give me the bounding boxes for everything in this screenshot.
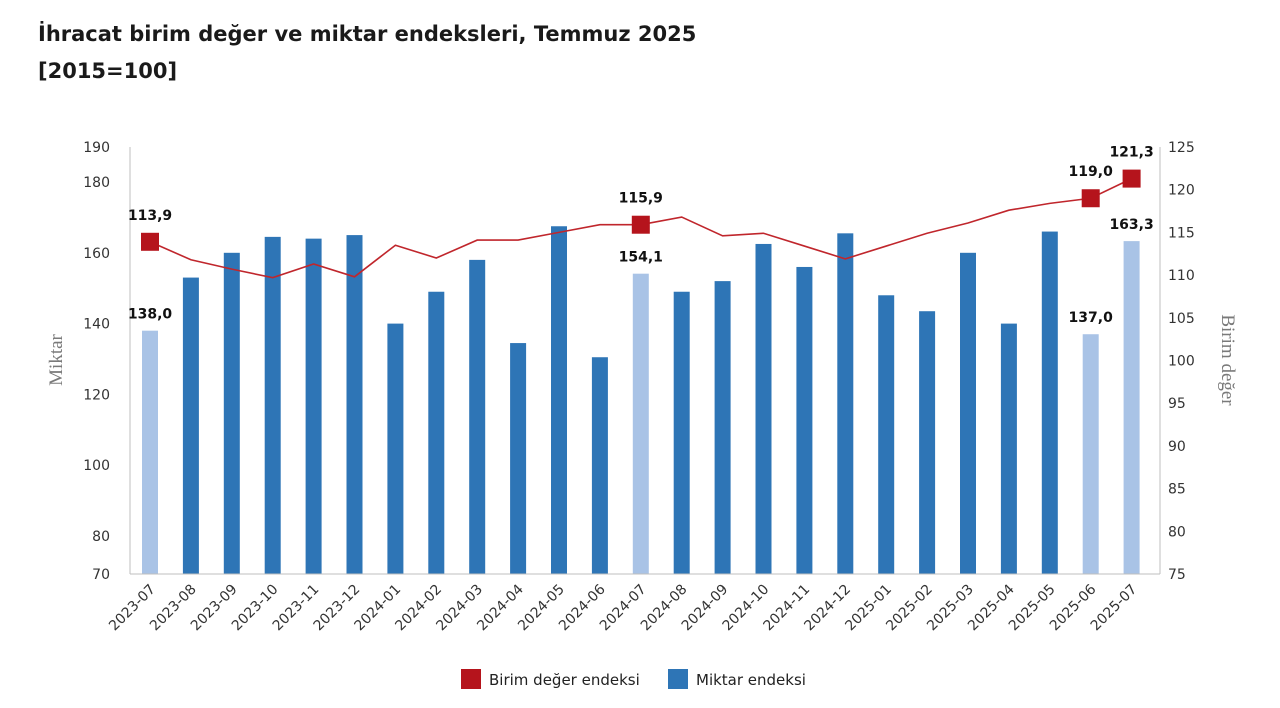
left-tick-label: 100 [83, 458, 110, 474]
bar [1000, 323, 1017, 574]
bar [469, 259, 486, 574]
bar [632, 273, 649, 574]
right-tick-label: 80 [1168, 524, 1186, 540]
right-tick-label: 110 [1168, 268, 1195, 284]
bar [142, 330, 158, 574]
bar [1041, 231, 1058, 574]
right-tick-label: 95 [1168, 396, 1186, 412]
line-marker [1122, 169, 1141, 188]
bar [510, 343, 527, 574]
line-series [141, 169, 1141, 279]
bar [387, 323, 404, 574]
left-tick-label: 180 [83, 175, 110, 191]
bar [223, 252, 240, 575]
bar [264, 236, 281, 574]
line-data-label: 121,3 [1109, 145, 1153, 161]
right-tick-label: 115 [1168, 225, 1195, 241]
right-tick-label: 100 [1168, 354, 1195, 370]
right-tick-label: 105 [1168, 311, 1195, 327]
bar-series [142, 226, 1140, 575]
bar [960, 252, 976, 575]
bar [714, 281, 731, 574]
bar-data-label: 163,3 [1109, 217, 1153, 233]
bar [182, 277, 199, 574]
legend-swatch-birim-deger [461, 669, 481, 689]
legend-swatch-miktar [668, 669, 688, 689]
bar [1123, 241, 1140, 575]
line-marker [1081, 189, 1100, 208]
left-tick-label: 120 [83, 387, 110, 403]
bar [755, 243, 772, 574]
bar-data-label: 138,0 [128, 307, 173, 323]
right-tick-label: 125 [1168, 140, 1195, 156]
bar [673, 291, 690, 574]
chart-subtitle: [2015=100] [38, 59, 178, 83]
right-axis: 75 80 85 90 95 100 105 110 115 120 125 Birim değer [1159, 140, 1238, 583]
line-data-label: 119,0 [1069, 164, 1114, 180]
bar [428, 291, 445, 574]
right-tick-label: 75 [1168, 567, 1186, 583]
bar [346, 235, 363, 574]
left-tick-label: 80 [92, 529, 110, 545]
bar [1082, 334, 1099, 574]
line-data-label: 115,9 [619, 191, 663, 207]
line-marker [631, 215, 650, 234]
left-tick-label: 140 [83, 317, 110, 333]
chart-title: İhracat birim değer ve miktar endeksleri… [38, 22, 697, 46]
right-tick-label: 120 [1168, 183, 1195, 199]
right-tick-label: 85 [1168, 482, 1186, 498]
right-axis-title: Birim değer [1217, 314, 1238, 406]
line-data-label: 113,9 [128, 208, 172, 224]
left-tick-label: 190 [83, 140, 110, 156]
legend-label-miktar: Miktar endeksi [696, 671, 806, 689]
bar-data-label: 137,0 [1069, 310, 1114, 326]
bar [919, 311, 936, 574]
left-axis-title: Miktar [46, 333, 67, 385]
left-tick-label: 160 [83, 246, 110, 262]
x-axis: 2023-072023-082023-092023-102023-112023-… [106, 573, 1160, 634]
bar [305, 238, 322, 574]
left-axis: 70 80 100 120 140 160 180 190 Miktar [46, 140, 131, 583]
line-marker [141, 232, 159, 251]
data-labels: 138,0 154,1 137,0 163,3 113,9 115,9 119,0 121,3 [128, 145, 1154, 327]
bar [551, 226, 567, 574]
bar-data-label: 154,1 [619, 250, 663, 266]
right-tick-label: 90 [1168, 439, 1186, 455]
bar [837, 233, 854, 574]
legend: Birim değer endeksi Miktar endeksi [461, 669, 806, 689]
left-tick-label: 70 [92, 567, 110, 583]
bar [796, 266, 813, 574]
bar [878, 295, 895, 574]
legend-label-birim-deger: Birim değer endeksi [489, 671, 640, 689]
bar [591, 357, 608, 574]
